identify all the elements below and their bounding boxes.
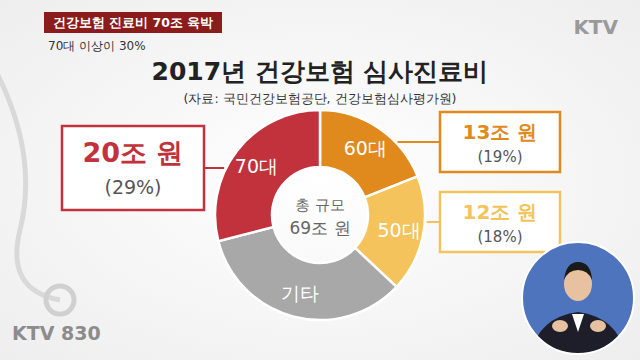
amount-label: 13조 원	[463, 120, 538, 144]
interpreter-shirt	[572, 314, 584, 332]
callout-line	[397, 141, 440, 143]
slice-label: 60대	[344, 137, 387, 159]
interpreter-hair	[564, 262, 592, 280]
background	[0, 0, 640, 360]
data-label: (19%)	[477, 148, 522, 166]
callout-line	[204, 167, 224, 169]
ticker-subtext: 70대 이상이 30%	[48, 39, 146, 53]
channel-logo: KTV	[573, 15, 618, 39]
ticker-box	[44, 12, 222, 33]
callout-box	[440, 192, 560, 252]
amount-label: 12조 원	[463, 200, 538, 224]
chart-root: 건강보험 진료비 70조 육박 70대 이상이 30% KTV KTV 830 2017…	[0, 0, 640, 360]
center-label: 총 규모	[295, 196, 345, 214]
page: {"chart_data": {"type": "pie", "title": …	[0, 0, 640, 360]
interpreter-hand	[590, 320, 606, 332]
data-label: (29%)	[104, 176, 161, 198]
channel-logo: KTV 830	[12, 322, 101, 344]
amount-label: 20조 원	[83, 137, 184, 168]
subtitle: (자료: 국민건강보험공단, 건강보험심사평가원)	[184, 91, 457, 106]
center-value: 69조 원	[289, 218, 350, 238]
callout-line	[427, 221, 440, 223]
data-label: (18%)	[477, 228, 522, 246]
ticker-text: 건강보험 진료비 70조 육박	[53, 15, 213, 30]
interpreter	[522, 242, 634, 360]
slice-label: 50대	[377, 219, 420, 241]
slice-labels: 60대 50대기타 70대	[235, 137, 421, 304]
decoration	[0, 60, 60, 300]
interpreter-hand	[552, 320, 568, 332]
callout-box	[62, 126, 204, 210]
callouts: 13조 원 (19%) 12조 원 (18%) 20조 원 (29%)	[62, 112, 560, 252]
title: 2017년 건강보험 심사진료비	[152, 57, 489, 86]
callout-box	[440, 112, 560, 172]
slice	[218, 227, 396, 320]
slice-label: 기타	[281, 282, 319, 304]
interpreter-ring	[522, 242, 634, 354]
decoration	[46, 286, 74, 314]
interpreter-body	[530, 312, 626, 360]
chart-svg: 건강보험 진료비 70조 육박 70대 이상이 30% KTV KTV 830 2017…	[0, 0, 640, 360]
slices	[215, 110, 425, 320]
slice-label: 70대	[235, 155, 278, 177]
